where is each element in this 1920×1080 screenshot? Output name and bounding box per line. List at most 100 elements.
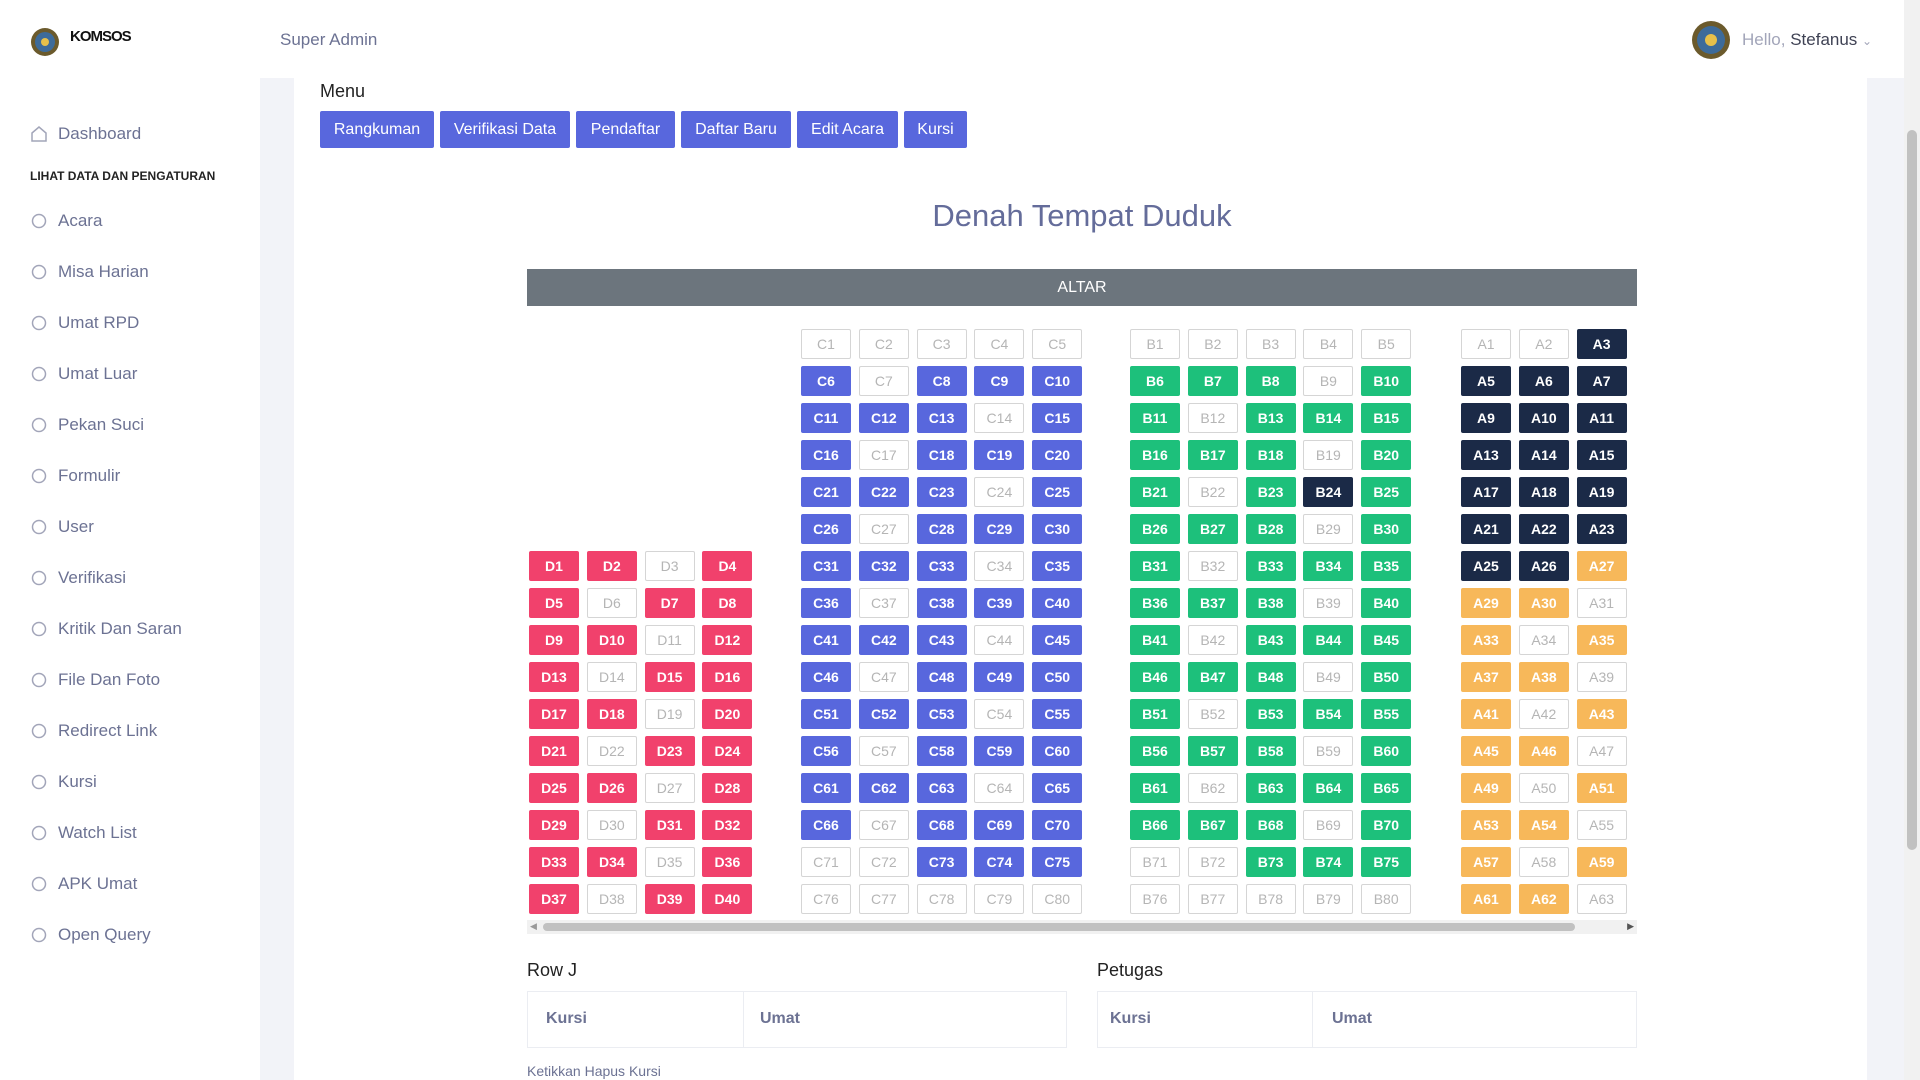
seat[interactable]: C42 bbox=[858, 625, 909, 655]
seat[interactable]: C14 bbox=[974, 403, 1025, 433]
seat[interactable]: C80 bbox=[1032, 884, 1083, 914]
seat[interactable]: C58 bbox=[916, 736, 967, 766]
seat[interactable]: A3 bbox=[1576, 329, 1627, 359]
seat[interactable]: C73 bbox=[916, 847, 967, 877]
seat[interactable]: A42 bbox=[1518, 699, 1569, 729]
seat[interactable]: B1 bbox=[1130, 329, 1180, 359]
seat[interactable]: A27 bbox=[1576, 551, 1627, 581]
seat[interactable]: C70 bbox=[1032, 810, 1083, 840]
seat[interactable]: D2 bbox=[586, 551, 637, 581]
seat[interactable]: A59 bbox=[1576, 847, 1627, 877]
seat[interactable]: C3 bbox=[916, 329, 967, 359]
seat[interactable]: C71 bbox=[801, 847, 851, 877]
seat[interactable]: B79 bbox=[1303, 884, 1354, 914]
seat[interactable]: A7 bbox=[1576, 366, 1627, 396]
seat[interactable]: B20 bbox=[1361, 440, 1412, 470]
seat[interactable]: B9 bbox=[1303, 366, 1354, 396]
seat[interactable]: B6 bbox=[1130, 366, 1180, 396]
seat[interactable]: A33 bbox=[1461, 625, 1511, 655]
seat[interactable]: B7 bbox=[1187, 366, 1238, 396]
seat[interactable]: D31 bbox=[644, 810, 695, 840]
nav-item[interactable]: Misa Harian bbox=[30, 262, 149, 282]
nav-item[interactable]: Dashboard bbox=[30, 124, 141, 144]
seat[interactable]: A26 bbox=[1518, 551, 1569, 581]
seat[interactable]: B32 bbox=[1187, 551, 1238, 581]
seat[interactable]: D5 bbox=[529, 588, 579, 618]
nav-item[interactable]: Umat RPD bbox=[30, 313, 139, 333]
seat[interactable]: C27 bbox=[858, 514, 909, 544]
seat[interactable]: C68 bbox=[916, 810, 967, 840]
seat[interactable]: C32 bbox=[858, 551, 909, 581]
seat[interactable]: C66 bbox=[801, 810, 851, 840]
seat[interactable]: B61 bbox=[1130, 773, 1180, 803]
seat[interactable]: B52 bbox=[1187, 699, 1238, 729]
seat[interactable]: C56 bbox=[801, 736, 851, 766]
seat[interactable]: C74 bbox=[974, 847, 1025, 877]
seat[interactable]: A37 bbox=[1461, 662, 1511, 692]
seat[interactable]: A10 bbox=[1518, 403, 1569, 433]
seat[interactable]: A38 bbox=[1518, 662, 1569, 692]
seat[interactable]: B8 bbox=[1245, 366, 1296, 396]
seat[interactable]: D12 bbox=[702, 625, 753, 655]
seat[interactable]: A57 bbox=[1461, 847, 1511, 877]
seat[interactable]: D26 bbox=[586, 773, 637, 803]
seat[interactable]: C37 bbox=[858, 588, 909, 618]
seat[interactable]: D13 bbox=[529, 662, 579, 692]
nav-item[interactable]: Verifikasi bbox=[30, 568, 126, 588]
avatar[interactable] bbox=[1691, 20, 1731, 60]
seat[interactable]: C25 bbox=[1032, 477, 1083, 507]
seat[interactable]: B73 bbox=[1245, 847, 1296, 877]
seat[interactable]: A62 bbox=[1518, 884, 1569, 914]
nav-item[interactable]: Pekan Suci bbox=[30, 415, 144, 435]
seat[interactable]: D38 bbox=[586, 884, 637, 914]
seat[interactable]: A6 bbox=[1518, 366, 1569, 396]
seat[interactable]: B27 bbox=[1187, 514, 1238, 544]
seat[interactable]: B44 bbox=[1303, 625, 1354, 655]
seat[interactable]: D36 bbox=[702, 847, 753, 877]
seat[interactable]: B64 bbox=[1303, 773, 1354, 803]
nav-item[interactable]: Open Query bbox=[30, 925, 151, 945]
menu-button[interactable]: Verifikasi Data bbox=[440, 111, 570, 148]
seat[interactable]: D30 bbox=[586, 810, 637, 840]
seat[interactable]: C15 bbox=[1032, 403, 1083, 433]
seat[interactable]: D14 bbox=[586, 662, 637, 692]
seat[interactable]: C64 bbox=[974, 773, 1025, 803]
seat[interactable]: D32 bbox=[702, 810, 753, 840]
seat[interactable]: A22 bbox=[1518, 514, 1569, 544]
seat[interactable]: A54 bbox=[1518, 810, 1569, 840]
seat[interactable]: A13 bbox=[1461, 440, 1511, 470]
seat[interactable]: B72 bbox=[1187, 847, 1238, 877]
seat[interactable]: A63 bbox=[1576, 884, 1627, 914]
seat[interactable]: A34 bbox=[1518, 625, 1569, 655]
seat[interactable]: A55 bbox=[1576, 810, 1627, 840]
seat[interactable]: A9 bbox=[1461, 403, 1511, 433]
seat[interactable]: B25 bbox=[1361, 477, 1412, 507]
seat[interactable]: C60 bbox=[1032, 736, 1083, 766]
seat[interactable]: C6 bbox=[801, 366, 851, 396]
seat[interactable]: A41 bbox=[1461, 699, 1511, 729]
seat[interactable]: B57 bbox=[1187, 736, 1238, 766]
seat[interactable]: C55 bbox=[1032, 699, 1083, 729]
seat[interactable]: C36 bbox=[801, 588, 851, 618]
seat[interactable]: C76 bbox=[801, 884, 851, 914]
seat[interactable]: C40 bbox=[1032, 588, 1083, 618]
seat[interactable]: C59 bbox=[974, 736, 1025, 766]
seat[interactable]: A50 bbox=[1518, 773, 1569, 803]
seat[interactable]: C26 bbox=[801, 514, 851, 544]
seat[interactable]: D29 bbox=[529, 810, 579, 840]
seat[interactable]: C38 bbox=[916, 588, 967, 618]
seat[interactable]: B34 bbox=[1303, 551, 1354, 581]
seat[interactable]: C1 bbox=[801, 329, 851, 359]
seat[interactable]: C62 bbox=[858, 773, 909, 803]
seat[interactable]: A45 bbox=[1461, 736, 1511, 766]
menu-button[interactable]: Pendaftar bbox=[576, 111, 675, 148]
seat[interactable]: D16 bbox=[702, 662, 753, 692]
nav-item[interactable]: Redirect Link bbox=[30, 721, 157, 741]
seat[interactable]: C77 bbox=[858, 884, 909, 914]
seat[interactable]: A25 bbox=[1461, 551, 1511, 581]
seat[interactable]: C50 bbox=[1032, 662, 1083, 692]
seat[interactable]: A17 bbox=[1461, 477, 1511, 507]
nav-item[interactable]: Acara bbox=[30, 211, 102, 231]
seat[interactable]: C9 bbox=[974, 366, 1025, 396]
seat[interactable]: D9 bbox=[529, 625, 579, 655]
